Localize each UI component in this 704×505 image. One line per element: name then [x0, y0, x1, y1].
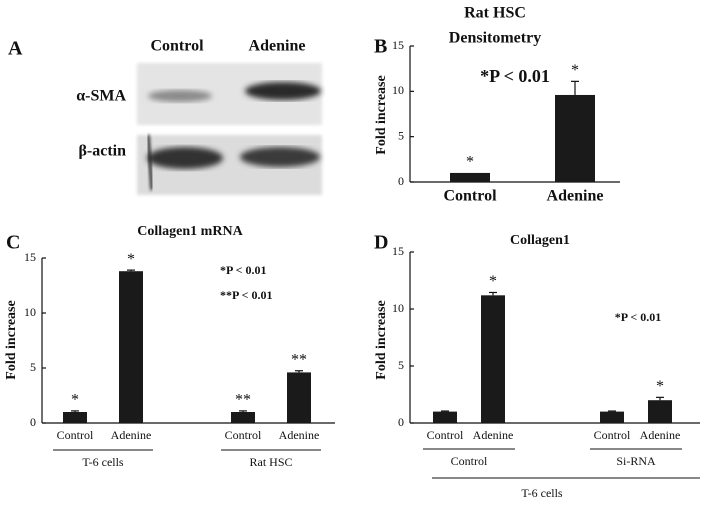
bar	[600, 411, 624, 423]
chart-title: Collagen1 mRNA	[137, 224, 243, 239]
y-tick-label: 0	[398, 415, 404, 429]
group-label: Rat HSC	[249, 455, 292, 469]
y-axis-label: Fold increase	[374, 300, 389, 379]
blot-column-label: Control	[150, 38, 204, 55]
y-tick-label: 5	[398, 128, 404, 142]
y-tick-label: 5	[398, 358, 404, 372]
y-tick-label: 15	[392, 244, 404, 258]
bar	[555, 94, 595, 182]
x-tick-label: Control	[57, 428, 94, 442]
bar-label: **	[235, 392, 251, 409]
y-tick-label: 10	[392, 83, 404, 97]
bar	[287, 372, 311, 423]
annotation: *P < 0.01	[615, 310, 662, 324]
bar-label: *	[466, 154, 474, 171]
bar-label: *	[656, 378, 664, 395]
bar-label: **	[291, 351, 307, 368]
blot-row-label: β-actin	[78, 143, 126, 160]
bar-label: *	[71, 392, 79, 409]
bar	[648, 400, 672, 423]
bar-label: *	[489, 273, 497, 290]
y-axis-label: Fold increase	[4, 300, 19, 379]
x-tick-label: Control	[443, 188, 497, 205]
group-label: T-6 cells	[82, 455, 124, 469]
chart-title: Collagen1	[510, 233, 570, 248]
y-tick-label: 10	[392, 301, 404, 315]
annotation: *P < 0.01	[480, 66, 550, 86]
bar	[450, 172, 490, 182]
bar-label: *	[571, 62, 579, 79]
y-tick-label: 0	[30, 415, 36, 429]
group-label: Control	[451, 454, 488, 468]
chart-subtitle: Densitometry	[449, 30, 541, 47]
blot-column-label: Adenine	[249, 38, 306, 55]
x-tick-label: Adenine	[640, 428, 681, 442]
y-axis-label: Fold increase	[374, 75, 389, 154]
chart-title: Rat HSC	[464, 5, 526, 22]
annotation: *P < 0.01	[220, 263, 267, 277]
y-tick-label: 0	[398, 174, 404, 188]
bar	[119, 271, 143, 423]
panel-letter: D	[374, 232, 388, 254]
group-label: Si-RNA	[616, 454, 656, 468]
bar	[481, 295, 505, 423]
bar	[63, 412, 87, 423]
x-tick-label: Adenine	[473, 428, 514, 442]
bar	[433, 411, 457, 423]
x-tick-label: Control	[427, 428, 464, 442]
panel-letter: B	[374, 36, 387, 58]
x-tick-label: Adenine	[279, 428, 320, 442]
panel-letter: C	[6, 232, 20, 254]
y-tick-label: 15	[392, 38, 404, 52]
bar	[231, 412, 255, 423]
x-tick-label: Adenine	[547, 188, 604, 205]
x-tick-label: Control	[225, 428, 262, 442]
y-tick-label: 5	[30, 360, 36, 374]
blot-image	[137, 63, 322, 195]
blot-row-label: α-SMA	[76, 88, 126, 105]
super-group-label: T-6 cells	[521, 486, 563, 500]
annotation: **P < 0.01	[220, 288, 273, 302]
y-tick-label: 10	[24, 305, 36, 319]
x-tick-label: Adenine	[111, 428, 152, 442]
panel-letter: A	[8, 38, 23, 60]
y-tick-label: 15	[24, 250, 36, 264]
x-tick-label: Control	[594, 428, 631, 442]
bar-label: *	[127, 251, 135, 268]
